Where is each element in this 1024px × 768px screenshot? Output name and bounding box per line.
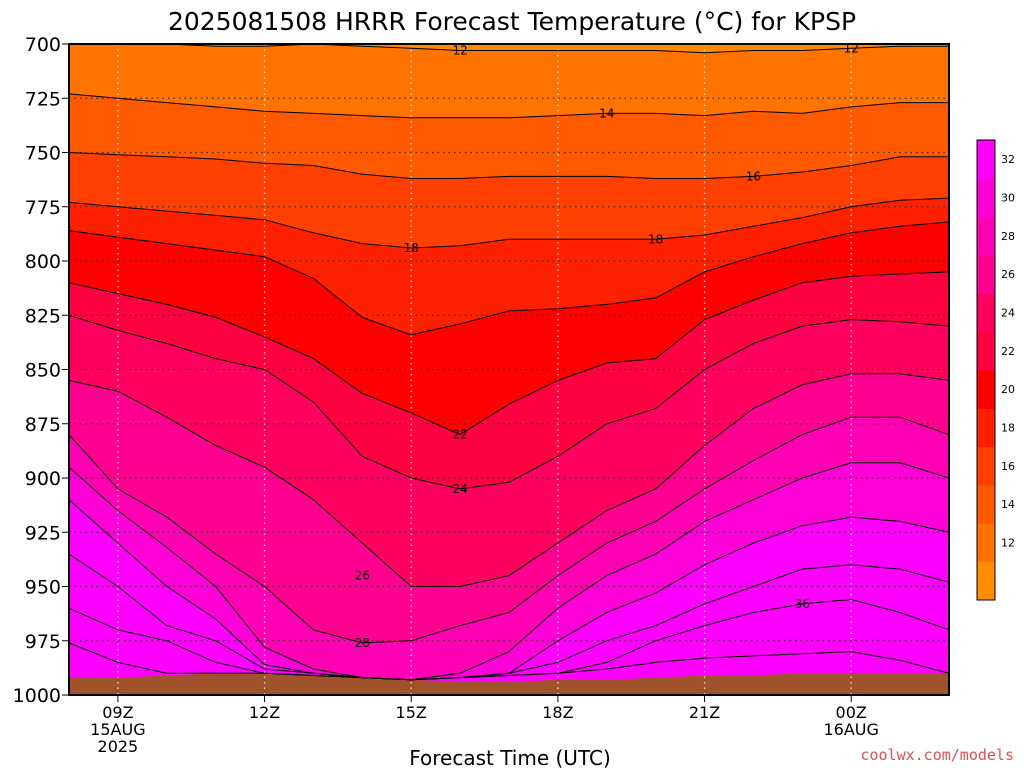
- colorbar-segment: [977, 331, 995, 371]
- colorbar-segment: [977, 178, 995, 218]
- contour-label: 28: [355, 636, 370, 650]
- temperature-field: [69, 44, 949, 695]
- colorbar-tick-label: 30: [1001, 192, 1015, 205]
- y-tick-label: 825: [25, 305, 61, 327]
- colorbar-segment: [977, 370, 995, 409]
- colorbar-segment: [977, 446, 995, 486]
- x-tick-label: 18Z: [542, 703, 573, 722]
- colorbar-segment: [977, 216, 995, 256]
- colorbar-segment: [977, 255, 995, 294]
- y-tick-label: 975: [25, 631, 61, 653]
- contour-label: 18: [404, 241, 419, 255]
- isotherm-line: [69, 314, 949, 490]
- y-tick-label: 925: [25, 522, 61, 544]
- isotherm-line: [69, 152, 949, 179]
- colorbar-tick-label: 24: [1001, 307, 1015, 320]
- x-tick-label: 21Z: [689, 703, 720, 722]
- x-tick-label: 15Z: [396, 703, 427, 722]
- y-axis: 700 725 750 775 800 825 850 875 900 925 950 975 1000: [13, 34, 69, 707]
- colorbar-frame: [976, 139, 996, 601]
- colorbar: 12 14 16 18 20 22 24 26 28 30 32: [976, 139, 1015, 601]
- contour-label: 36: [795, 597, 810, 611]
- x-tick-label: 16AUG: [824, 720, 879, 739]
- contour-label: 14: [599, 106, 614, 120]
- colorbar-segment: [977, 140, 995, 179]
- chart-title: 2025081508 HRRR Forecast Temperature (°C…: [168, 7, 856, 36]
- isotherm-line: [69, 197, 949, 249]
- colorbar-tick-label: 32: [1001, 153, 1015, 166]
- colorbar-tick-label: 20: [1001, 383, 1015, 396]
- y-tick-label: 800: [25, 251, 61, 273]
- y-tick-label: 950: [25, 577, 61, 599]
- isotherm-line: [69, 373, 949, 587]
- isotherm-line: [69, 221, 949, 336]
- y-tick-label: 850: [25, 360, 61, 382]
- x-tick-label: 12Z: [249, 703, 280, 722]
- contour-label: 12: [452, 44, 467, 58]
- y-tick-label: 775: [25, 197, 61, 219]
- isotherm-line: [69, 416, 949, 644]
- y-tick-label: 875: [25, 414, 61, 436]
- contour-label: 18: [648, 232, 663, 246]
- colorbar-segment: [977, 293, 995, 333]
- colorbar-tick-label: 16: [1001, 460, 1015, 473]
- isotherm-line: [69, 642, 949, 681]
- colorbar-tick-label: 12: [1001, 537, 1015, 550]
- isotherm-line: [155, 44, 949, 54]
- y-tick-label: 900: [25, 468, 61, 490]
- x-tick-label: 15AUG: [90, 720, 145, 739]
- x-tick-label: 09Z: [102, 703, 133, 722]
- colorbar-tick-label: 26: [1001, 268, 1015, 281]
- x-axis-label: Forecast Time (UTC): [409, 746, 611, 768]
- colorbar-segment: [977, 485, 995, 524]
- colorbar-segment: [977, 408, 995, 448]
- colorbar-tick-label: 14: [1001, 498, 1015, 511]
- y-tick-label: 1000: [13, 685, 61, 707]
- contour-label: 24: [452, 482, 467, 496]
- colorbar-tick-label: 22: [1001, 345, 1015, 358]
- x-tick-label: 2025: [98, 737, 139, 756]
- contour-label: 22: [452, 428, 467, 442]
- y-tick-label: 750: [25, 143, 61, 165]
- y-tick-label: 725: [25, 88, 61, 110]
- y-tick-label: 700: [25, 34, 61, 56]
- colorbar-segment: [977, 523, 995, 563]
- isotherm-contours: [69, 44, 949, 681]
- isotherm-line: [69, 271, 949, 436]
- contour-label: 16: [746, 169, 761, 183]
- contour-label: 26: [355, 569, 370, 583]
- isotherm-line: [69, 553, 949, 681]
- colorbar-tick-label: 28: [1001, 230, 1015, 243]
- isotherm-line: [69, 93, 949, 119]
- isotherm-line: [69, 462, 949, 681]
- x-tick-label: 00Z: [836, 703, 867, 722]
- ground-surface: [69, 673, 949, 695]
- colorbar-segment: [977, 561, 995, 601]
- colorbar-tick-label: 18: [1001, 422, 1015, 435]
- credit-text: coolwx.com/models: [860, 746, 1014, 764]
